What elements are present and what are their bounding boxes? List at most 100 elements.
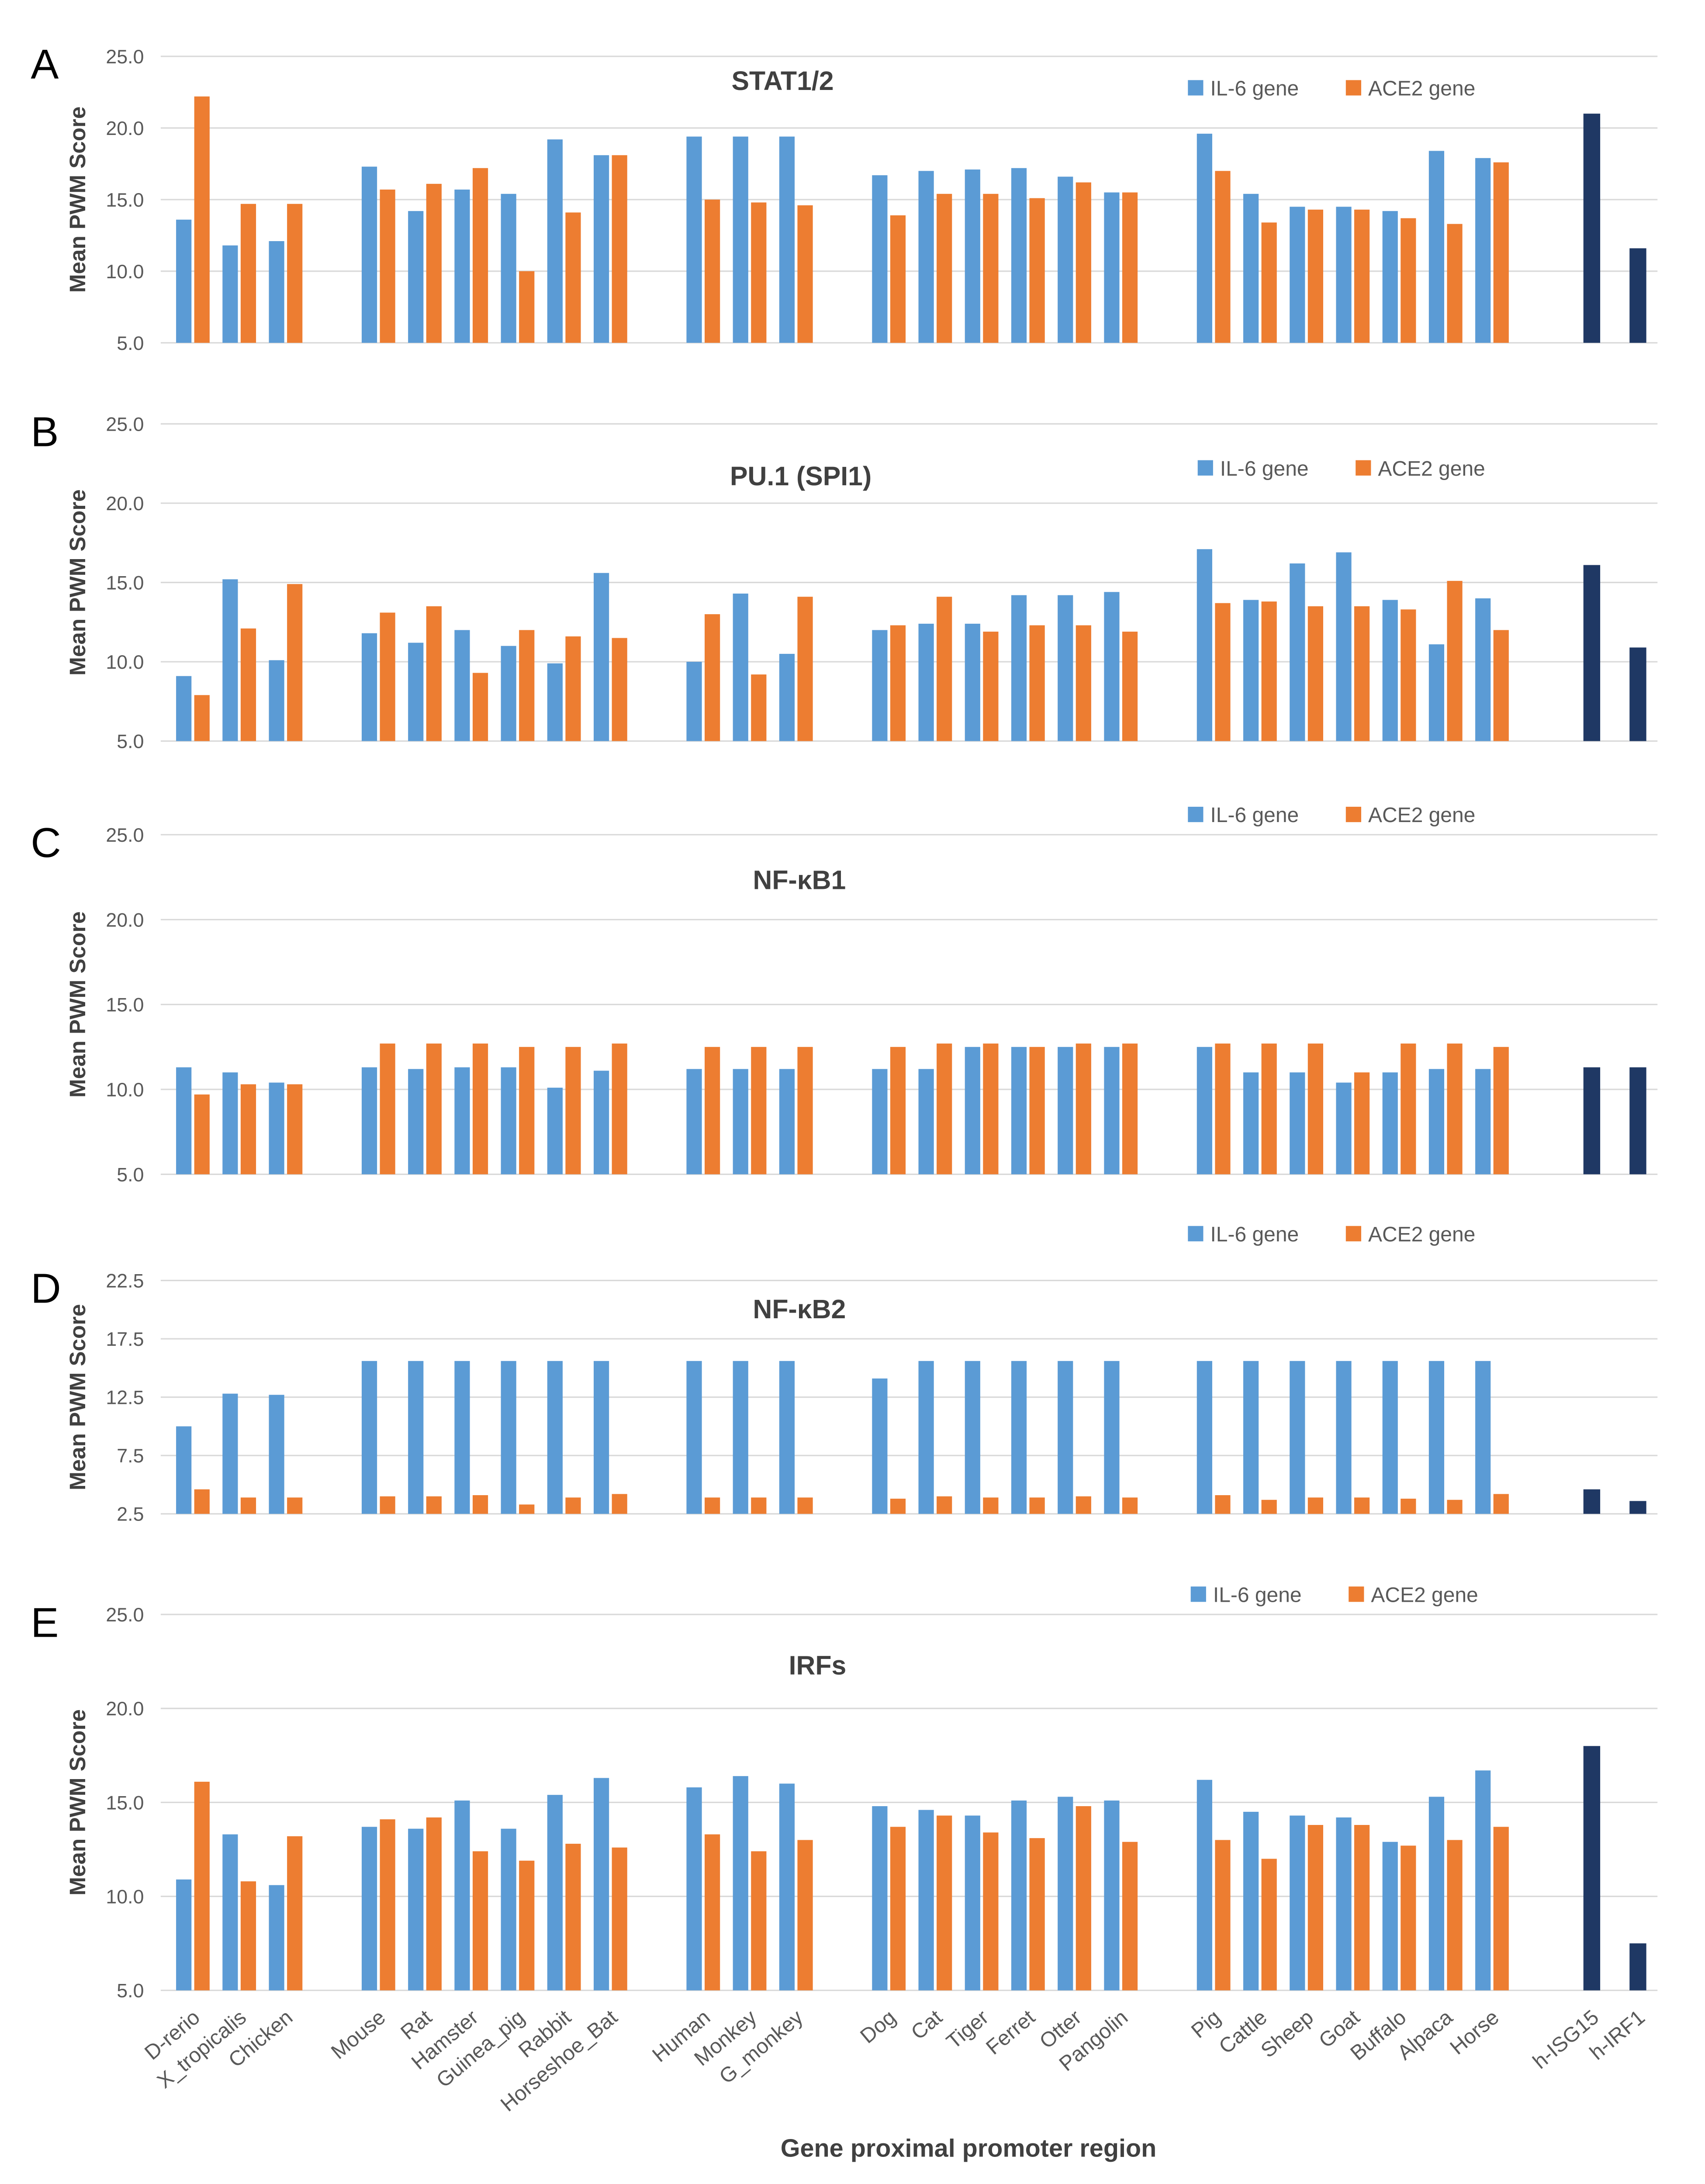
bar-ace2-G_monkey bbox=[797, 1497, 813, 1514]
bar-control-h-IRF1 bbox=[1629, 1943, 1646, 1990]
legend-label-ace2: ACE2 gene bbox=[1371, 1583, 1478, 1607]
bar-ace2-Monkey bbox=[751, 1047, 767, 1175]
bar-ace2-Rat bbox=[426, 1496, 442, 1514]
bar-ace2-Cat bbox=[937, 1044, 952, 1175]
bar-il6-Hamster bbox=[454, 189, 470, 343]
y-tick-label: 22.5 bbox=[106, 1270, 144, 1292]
x-tick-label: Cat bbox=[907, 2006, 947, 2045]
bar-ace2-Guinea_pig bbox=[519, 271, 535, 343]
bar-il6-Guinea_pig bbox=[501, 194, 516, 343]
x-tick-label: Sheep bbox=[1257, 2006, 1318, 2063]
bar-ace2-Pangolin bbox=[1122, 1842, 1138, 1990]
bar-il6-Buffalo bbox=[1382, 211, 1398, 343]
bar-ace2-Horseshoe_Bat bbox=[612, 638, 627, 741]
y-axis-label: Mean PWM Score bbox=[65, 489, 90, 676]
bar-ace2-Mouse bbox=[380, 189, 395, 343]
bar-il6-Hamster bbox=[454, 630, 470, 741]
bar-il6-Cattle bbox=[1243, 600, 1259, 741]
bar-control-h-ISG15 bbox=[1583, 1489, 1601, 1514]
bar-ace2-Cat bbox=[937, 194, 952, 343]
bar-il6-Pig bbox=[1197, 1780, 1212, 1990]
y-tick-label: 5.0 bbox=[117, 1980, 144, 2002]
bar-control-h-IRF1 bbox=[1629, 647, 1646, 741]
legend-label-ace2: ACE2 gene bbox=[1378, 457, 1485, 480]
y-axis-label: Mean PWM Score bbox=[65, 1709, 90, 1896]
bar-il6-Hamster bbox=[454, 1067, 470, 1175]
bar-ace2-Cat bbox=[937, 597, 952, 741]
bar-il6-Horseshoe_Bat bbox=[594, 1361, 609, 1514]
bar-il6-Otter bbox=[1058, 176, 1073, 343]
bar-ace2-Sheep bbox=[1307, 209, 1323, 343]
bar-ace2-Horseshoe_Bat bbox=[612, 1847, 627, 1990]
bar-ace2-Mouse bbox=[380, 1819, 395, 1990]
bar-ace2-Dog bbox=[890, 1499, 906, 1514]
legend-label-il6: IL-6 gene bbox=[1210, 77, 1299, 100]
bar-ace2-Horseshoe_Bat bbox=[612, 155, 627, 343]
bar-ace2-Rat bbox=[426, 183, 442, 343]
panel-letter: C bbox=[31, 819, 61, 866]
bar-il6-D-rerio bbox=[176, 1879, 192, 1990]
bar-il6-G_monkey bbox=[779, 1783, 795, 1990]
bar-ace2-Cattle bbox=[1261, 1044, 1277, 1175]
bar-ace2-G_monkey bbox=[797, 1840, 813, 1990]
bar-il6-Otter bbox=[1058, 595, 1073, 741]
bar-il6-G_monkey bbox=[779, 136, 795, 343]
bar-ace2-Goat bbox=[1354, 1825, 1370, 1990]
bar-il6-Ferret bbox=[1011, 595, 1027, 741]
bar-il6-Human bbox=[686, 1787, 702, 1990]
bar-il6-X_tropicalis bbox=[222, 1393, 238, 1514]
bar-ace2-Human bbox=[705, 1047, 720, 1175]
bar-ace2-Pangolin bbox=[1122, 1044, 1138, 1175]
bar-ace2-Alpaca bbox=[1447, 1044, 1463, 1175]
y-tick-label: 25.0 bbox=[106, 46, 144, 68]
bar-ace2-Tiger bbox=[983, 632, 999, 741]
bar-il6-G_monkey bbox=[779, 653, 795, 741]
legend-swatch-ace2 bbox=[1345, 80, 1362, 96]
bar-il6-Pangolin bbox=[1104, 1047, 1120, 1175]
legend-label-il6: IL-6 gene bbox=[1213, 1583, 1302, 1607]
bar-ace2-Human bbox=[705, 199, 720, 343]
bar-control-h-ISG15 bbox=[1583, 1746, 1601, 1990]
bar-il6-Guinea_pig bbox=[501, 646, 516, 741]
bar-ace2-X_tropicalis bbox=[240, 1084, 256, 1175]
bar-ace2-Pangolin bbox=[1122, 192, 1138, 343]
bar-ace2-X_tropicalis bbox=[240, 628, 256, 741]
y-tick-label: 25.0 bbox=[106, 413, 144, 435]
panel-letter: A bbox=[31, 41, 59, 88]
bar-control-h-IRF1 bbox=[1629, 248, 1646, 343]
bar-ace2-Rat bbox=[426, 1044, 442, 1175]
bar-ace2-Buffalo bbox=[1401, 218, 1416, 343]
y-tick-label: 2.5 bbox=[117, 1503, 144, 1525]
bar-ace2-Chicken bbox=[287, 204, 303, 343]
bar-ace2-Ferret bbox=[1029, 1838, 1045, 1990]
bar-ace2-Dog bbox=[890, 1047, 906, 1175]
bar-ace2-Guinea_pig bbox=[519, 630, 535, 741]
bar-ace2-Guinea_pig bbox=[519, 1047, 535, 1175]
bar-il6-Goat bbox=[1336, 1817, 1352, 1990]
bar-ace2-Pangolin bbox=[1122, 1497, 1138, 1514]
y-tick-label: 20.0 bbox=[106, 493, 144, 515]
bar-il6-Tiger bbox=[965, 1361, 980, 1514]
x-tick-label: Ferret bbox=[982, 2006, 1040, 2060]
bar-ace2-Alpaca bbox=[1447, 581, 1463, 741]
bar-il6-Rabbit bbox=[547, 663, 563, 741]
bar-ace2-Cattle bbox=[1261, 1859, 1277, 1990]
bar-ace2-X_tropicalis bbox=[240, 204, 256, 343]
bar-ace2-Monkey bbox=[751, 674, 767, 741]
bar-il6-Rabbit bbox=[547, 1361, 563, 1514]
bar-ace2-Sheep bbox=[1307, 1044, 1323, 1175]
bar-ace2-Dog bbox=[890, 625, 906, 741]
bar-il6-Pig bbox=[1197, 134, 1212, 343]
bar-il6-Pangolin bbox=[1104, 1361, 1120, 1514]
y-axis-label: Mean PWM Score bbox=[65, 107, 90, 293]
x-tick-label: Mouse bbox=[327, 2006, 390, 2064]
bar-ace2-D-rerio bbox=[194, 695, 210, 741]
bar-ace2-Pig bbox=[1215, 1840, 1231, 1990]
bar-ace2-Tiger bbox=[983, 194, 999, 343]
bar-il6-Buffalo bbox=[1382, 1842, 1398, 1990]
bar-ace2-Hamster bbox=[472, 1851, 488, 1990]
bar-ace2-Buffalo bbox=[1401, 1044, 1416, 1175]
bar-il6-Alpaca bbox=[1428, 644, 1445, 741]
bar-ace2-Ferret bbox=[1029, 198, 1045, 343]
